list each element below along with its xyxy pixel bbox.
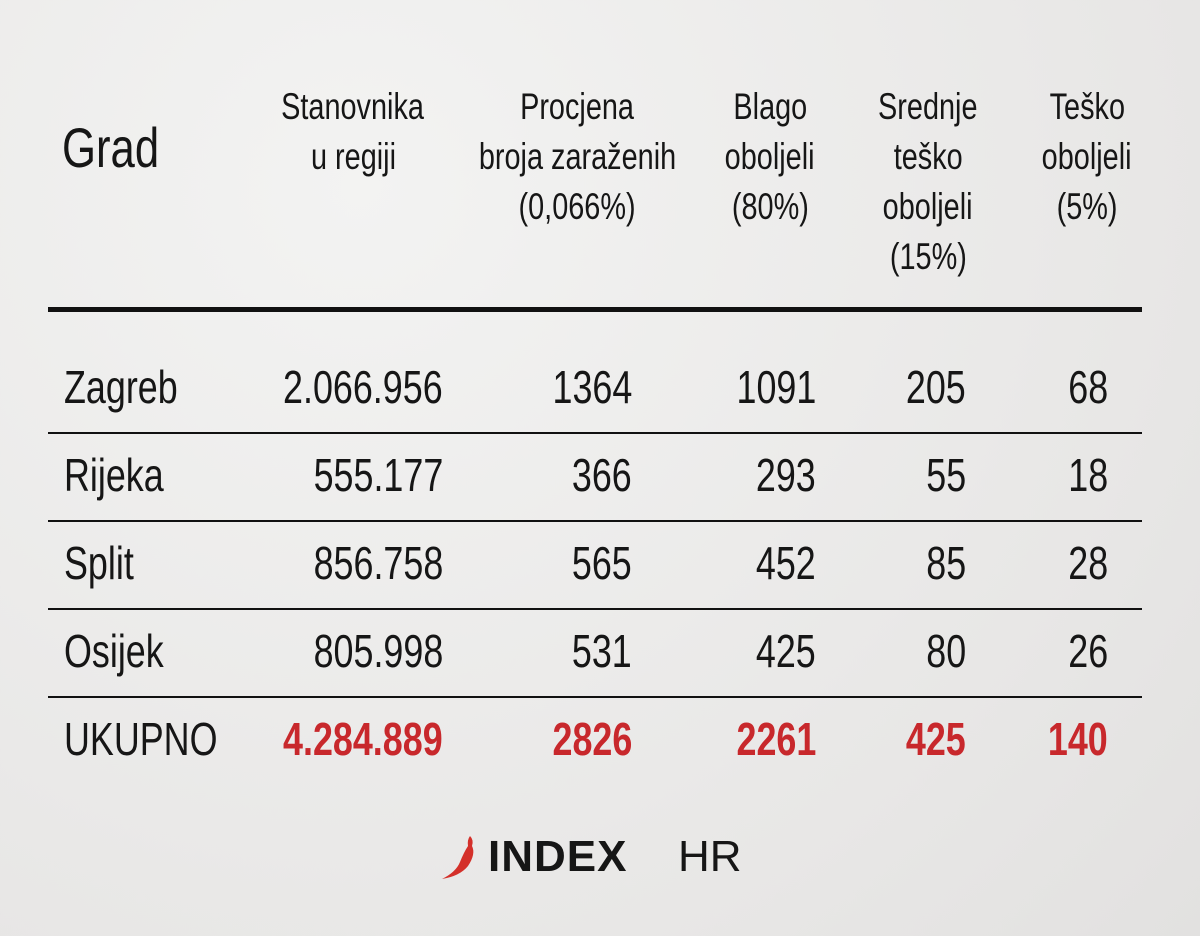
cell-text: 4.284.889: [283, 713, 443, 765]
table-cell: 26: [1057, 621, 1108, 681]
table-cell: 68: [1057, 357, 1108, 417]
cell-text: 293: [756, 449, 816, 501]
header-line: Teško: [1049, 86, 1125, 127]
cell-text: 55: [926, 449, 966, 501]
cell-text: UKUPNO: [64, 713, 218, 765]
cell-text: 452: [756, 537, 816, 589]
total-label: UKUPNO: [64, 709, 261, 769]
header-line: Stanovnika: [281, 86, 425, 127]
logo-index-text: INDEX: [488, 832, 628, 881]
table-cell: 85: [915, 533, 966, 593]
header-line: Blago: [733, 86, 807, 127]
cell-text: 85: [926, 537, 966, 589]
cell-text: 555.177: [313, 449, 443, 501]
column-header: Teško oboljeli (5%): [957, 82, 1200, 232]
table-cell: 205: [889, 357, 966, 417]
table-cell: 425: [739, 621, 816, 681]
cell-text: 18: [1068, 449, 1108, 501]
logo-hr-text: HR: [678, 832, 742, 881]
cell-text: 1091: [736, 361, 816, 413]
header-line: Procjena: [520, 86, 634, 127]
table-cell: 531: [555, 621, 632, 681]
table-cell: 18: [1057, 445, 1108, 505]
cell-text: Zagreb: [64, 361, 178, 413]
header-line: teško: [893, 136, 963, 177]
row-divider: [48, 432, 1142, 434]
cell-text: 366: [572, 449, 632, 501]
table-cell: 1364: [530, 357, 632, 417]
city-name: Rijeka: [64, 445, 192, 505]
table-cell: 555.177: [277, 445, 443, 505]
column-header: Procjena broja zaraženih (0,066%): [447, 82, 707, 232]
header-divider: [48, 307, 1142, 312]
city-name: Osijek: [64, 621, 192, 681]
city-name: Zagreb: [64, 357, 210, 417]
cell-text: Rijeka: [64, 449, 164, 501]
column-header: Blago oboljeli (80%): [640, 82, 900, 232]
cell-text: 805.998: [313, 625, 443, 677]
table-cell: 856.758: [277, 533, 443, 593]
table-cell: 1091: [714, 357, 816, 417]
cell-text: 425: [756, 625, 816, 677]
header-line: Grad: [62, 116, 160, 179]
table-cell: 565: [555, 533, 632, 593]
header-line: (80%): [731, 186, 809, 227]
header-line: (0,066%): [518, 186, 636, 227]
cell-text: Split: [64, 537, 134, 589]
table-cell: 80: [915, 621, 966, 681]
cell-text: 28: [1068, 537, 1108, 589]
cell-text: 531: [572, 625, 632, 677]
column-header: Srednje teško oboljeli (15%): [798, 82, 1058, 282]
index-hr-logo: INDEX HR: [440, 832, 760, 882]
table-cell: 805.998: [277, 621, 443, 681]
header-line: broja zaraženih: [478, 136, 676, 177]
cell-text: Osijek: [64, 625, 164, 677]
table-cell: 293: [739, 445, 816, 505]
header-line: oboljeli: [1042, 136, 1132, 177]
row-divider: [48, 520, 1142, 522]
table-cell: 366: [555, 445, 632, 505]
total-value: 140: [1031, 709, 1108, 769]
cell-text: 26: [1068, 625, 1108, 677]
column-header: Stanovnika u regiji: [223, 82, 483, 182]
header-line: oboljeli: [883, 186, 973, 227]
total-value: 2826: [530, 709, 632, 769]
header-line: oboljeli: [725, 136, 815, 177]
header-line: Srednje: [878, 86, 978, 127]
cell-text: 205: [906, 361, 966, 413]
cell-text: 2.066.956: [283, 361, 443, 413]
row-divider: [48, 608, 1142, 610]
cell-text: 856.758: [313, 537, 443, 589]
chili-pepper-icon: [442, 836, 474, 879]
total-value: 425: [889, 709, 966, 769]
header-line: (5%): [1056, 186, 1118, 227]
table-cell: 28: [1057, 533, 1108, 593]
cell-text: 2826: [552, 713, 632, 765]
city-name: Split: [64, 533, 153, 593]
row-divider: [48, 696, 1142, 698]
cell-text: 140: [1048, 713, 1108, 765]
cell-text: 565: [572, 537, 632, 589]
table-cell: 2.066.956: [238, 357, 443, 417]
cell-text: 425: [906, 713, 966, 765]
total-value: 2261: [714, 709, 816, 769]
cell-text: 1364: [552, 361, 632, 413]
table-cell: 55: [915, 445, 966, 505]
cell-text: 80: [926, 625, 966, 677]
cell-text: 2261: [736, 713, 816, 765]
cell-text: 68: [1068, 361, 1108, 413]
table-cell: 452: [739, 533, 816, 593]
header-line: (15%): [889, 236, 967, 277]
header-grad: Grad: [62, 116, 187, 180]
header-line: u regiji: [310, 136, 396, 177]
total-value: 4.284.889: [238, 709, 443, 769]
